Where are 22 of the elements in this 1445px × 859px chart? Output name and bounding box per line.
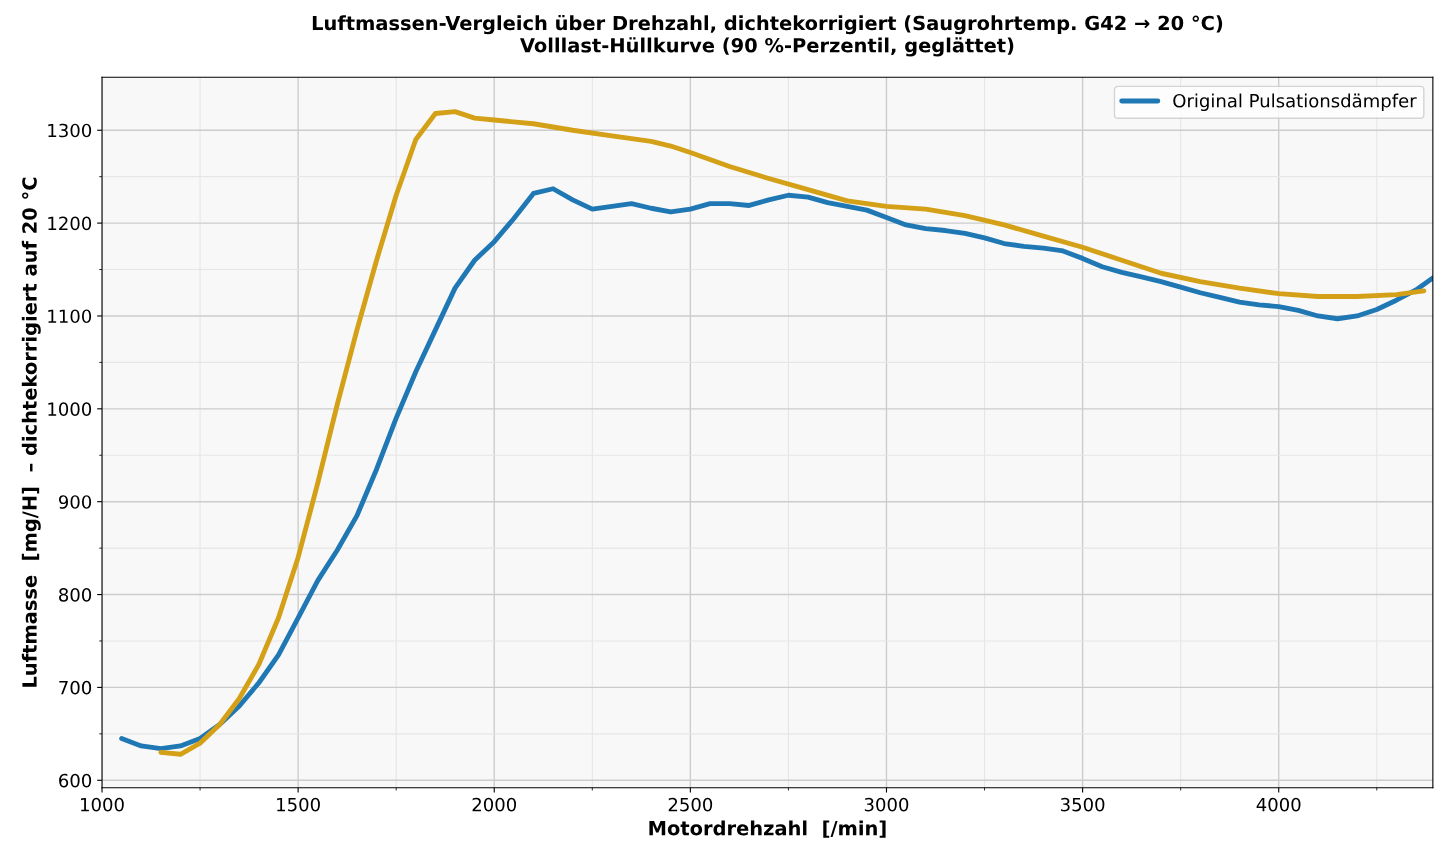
x-tick-label: 4000 [1256, 797, 1301, 812]
y-tick-label: 1000 [48, 402, 92, 416]
y-tick-label: 900 [58, 495, 92, 509]
x-axis-title: Motordrehzahl [/min] [649, 820, 886, 838]
chart-subtitle: Volllast-Hüllkurve (90 %-Perzentil, geglättet) [520, 37, 1014, 57]
x-tick-label: 3000 [864, 797, 909, 812]
y-tick-label: 700 [59, 680, 92, 695]
x-tick-label: 1000 [81, 797, 124, 812]
y-tick-label: 800 [59, 588, 92, 602]
y-axis-title: Luftmasse [mg/H] – dichtekorrigiert auf 20 °C [21, 177, 41, 687]
line-series [119, 186, 1433, 752]
x-tick-label: 2500 [668, 797, 713, 812]
x-tick-label: 3500 [1061, 797, 1105, 812]
legend-label: Original Pulsationsdämpfer [1173, 93, 1417, 112]
y-tick-label: 1100 [48, 309, 92, 324]
y-tick-label: 600 [59, 773, 92, 788]
y-tick-label: 1200 [48, 216, 92, 231]
x-tick-label: 1500 [277, 797, 320, 812]
y-tick-label: 1300 [48, 123, 92, 138]
line-series [158, 109, 1427, 757]
x-tick-label: 2000 [472, 797, 517, 812]
chart-title: Luftmassen-Vergleich über Drehzahl, dichtekorrigiert (Saugrohrtemp. G42 → 20 °C) [312, 15, 1223, 35]
